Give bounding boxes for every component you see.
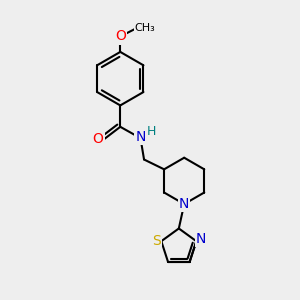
Text: O: O [115, 29, 126, 44]
Text: N: N [196, 232, 206, 246]
Text: N: N [135, 130, 146, 144]
Text: H: H [147, 125, 157, 138]
Text: S: S [152, 234, 161, 248]
Text: N: N [179, 197, 189, 211]
Text: CH₃: CH₃ [135, 23, 155, 33]
Text: O: O [92, 132, 104, 146]
